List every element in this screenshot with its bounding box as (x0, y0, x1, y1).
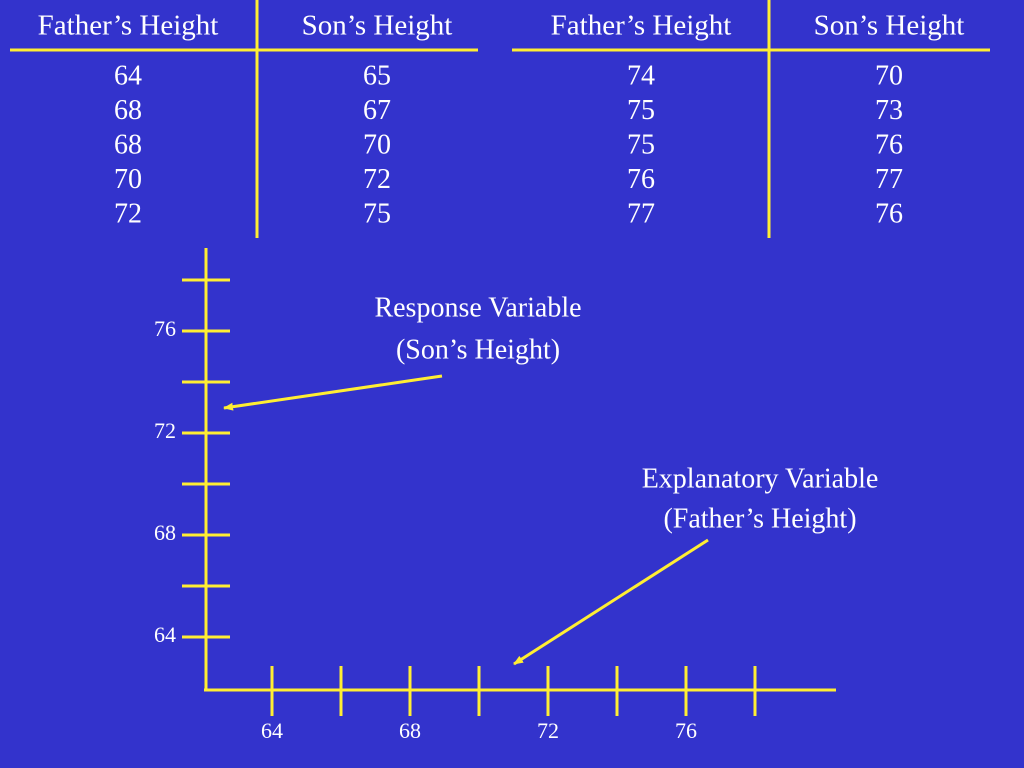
y-tick-label: 76 (154, 316, 176, 341)
table-cell: 77 (875, 164, 903, 195)
table-cell: 64 (114, 60, 142, 91)
table-cell: 76 (875, 198, 903, 229)
annotation: Explanatory Variable (642, 463, 879, 494)
column-header: Son’s Height (814, 10, 965, 42)
column-header: Father’s Height (551, 10, 732, 42)
x-tick-label: 64 (261, 718, 283, 743)
annotation: (Son’s Height) (396, 334, 560, 365)
table-cell: 72 (114, 198, 142, 229)
table-cell: 74 (627, 60, 655, 91)
y-tick-label: 68 (154, 520, 176, 545)
y-tick-label: 72 (154, 418, 176, 443)
column-header: Father’s Height (38, 10, 219, 42)
column-header: Son’s Height (302, 10, 453, 42)
arrow (223, 374, 443, 411)
table-cell: 67 (363, 95, 391, 126)
arrow (513, 538, 709, 666)
y-tick-label: 64 (154, 622, 176, 647)
table-cell: 75 (627, 129, 655, 160)
table-cell: 77 (627, 198, 655, 229)
table-cell: 68 (114, 95, 142, 126)
table-cell: 70 (114, 164, 142, 195)
annotation: (Father’s Height) (663, 503, 856, 534)
table-cell: 70 (363, 129, 391, 160)
table-cell: 68 (114, 129, 142, 160)
x-tick-label: 72 (537, 718, 559, 743)
table-cell: 73 (875, 95, 903, 126)
table-cell: 76 (875, 129, 903, 160)
table-cell: 72 (363, 164, 391, 195)
annotation: Response Variable (374, 292, 581, 323)
table-cell: 75 (627, 95, 655, 126)
table-cell: 70 (875, 60, 903, 91)
x-tick-label: 76 (675, 718, 697, 743)
table-cell: 65 (363, 60, 391, 91)
table-cell: 75 (363, 198, 391, 229)
table-cell: 76 (627, 164, 655, 195)
x-tick-label: 68 (399, 718, 421, 743)
